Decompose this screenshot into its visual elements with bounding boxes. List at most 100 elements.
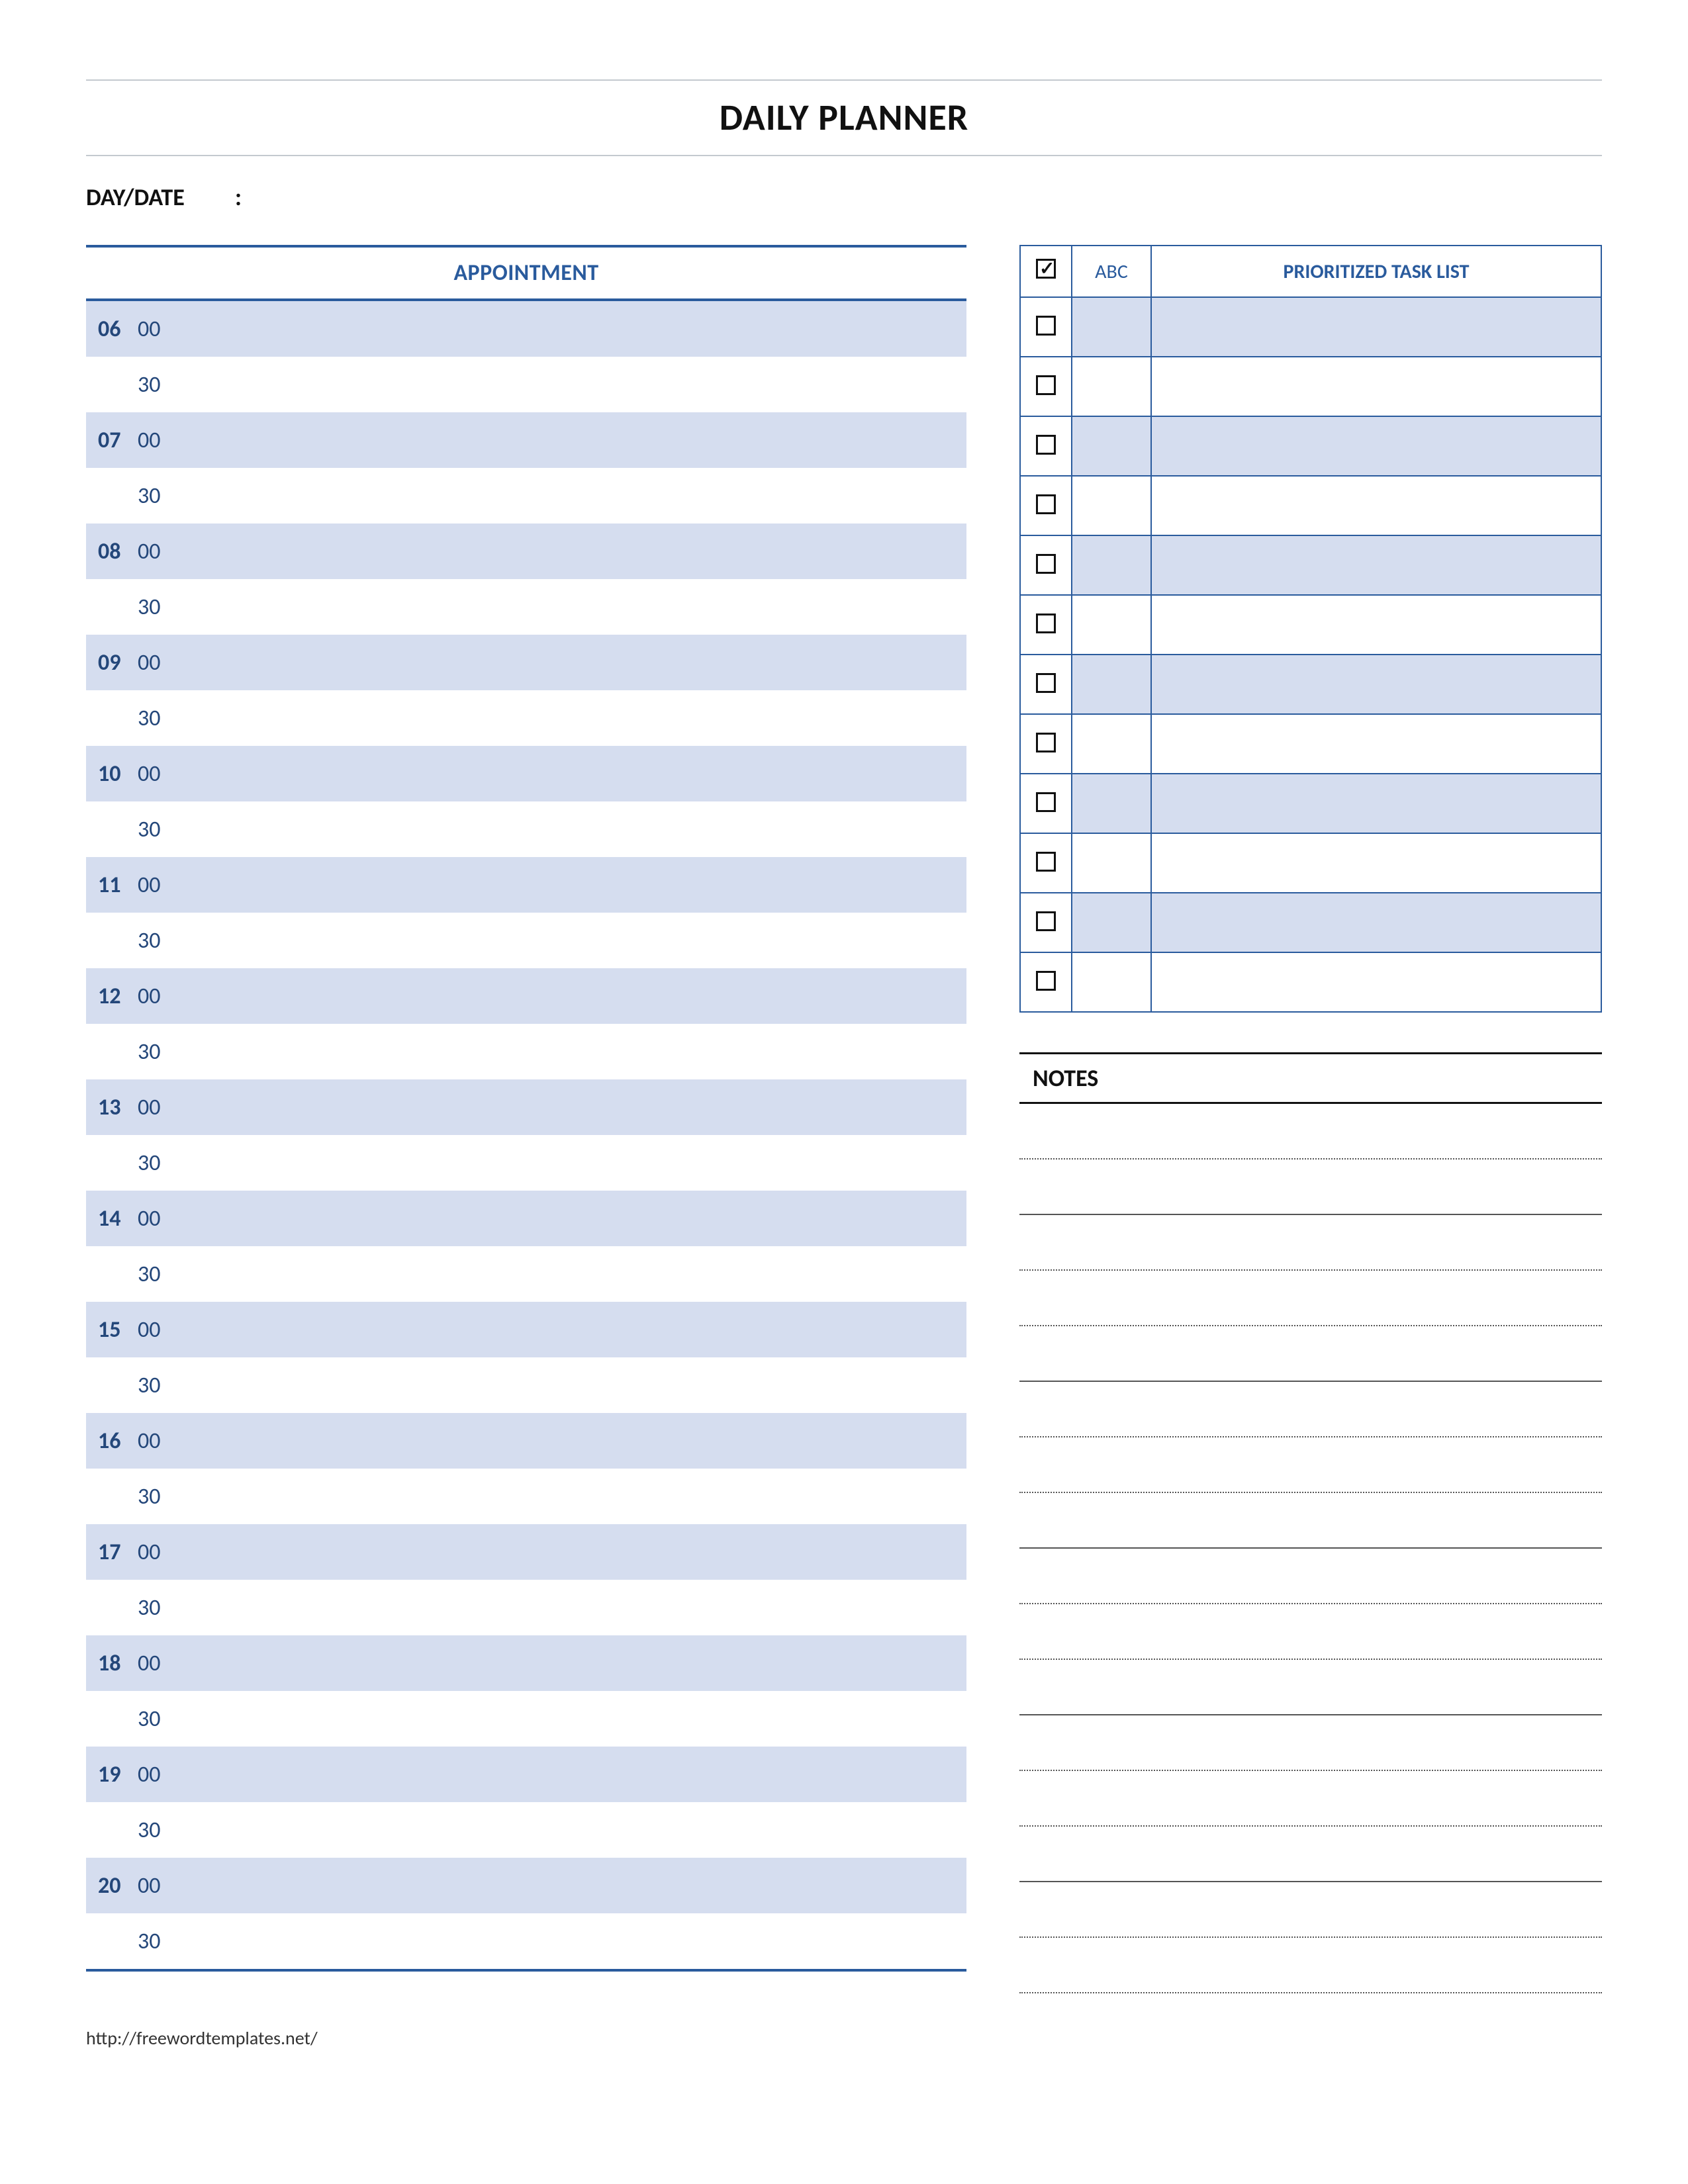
task-abc-cell[interactable]	[1072, 714, 1151, 774]
checkbox-icon[interactable]	[1036, 792, 1056, 812]
appointment-row[interactable]: 30	[86, 1246, 966, 1302]
appointment-row[interactable]: 30	[86, 1580, 966, 1635]
task-abc-cell[interactable]	[1072, 535, 1151, 595]
task-text-cell[interactable]	[1151, 952, 1601, 1012]
note-line[interactable]	[1019, 1660, 1602, 1715]
task-abc-cell[interactable]	[1072, 476, 1151, 535]
appointment-row[interactable]: 30	[86, 357, 966, 412]
checkbox-icon[interactable]	[1036, 375, 1056, 395]
task-check-cell[interactable]	[1020, 476, 1072, 535]
task-check-cell[interactable]	[1020, 595, 1072, 655]
checkbox-icon[interactable]	[1036, 673, 1056, 693]
appointment-row[interactable]: 0600	[86, 301, 966, 357]
appointment-row[interactable]: 1100	[86, 857, 966, 913]
appointment-row[interactable]: 1900	[86, 1747, 966, 1802]
task-check-cell[interactable]	[1020, 833, 1072, 893]
task-text-cell[interactable]	[1151, 476, 1601, 535]
appointment-row[interactable]: 30	[86, 579, 966, 635]
task-check-cell[interactable]	[1020, 952, 1072, 1012]
task-check-cell[interactable]	[1020, 893, 1072, 952]
appointment-row[interactable]: 1200	[86, 968, 966, 1024]
task-abc-cell[interactable]	[1072, 357, 1151, 416]
task-text-cell[interactable]	[1151, 714, 1601, 774]
appointment-row[interactable]: 30	[86, 1024, 966, 1079]
note-line[interactable]	[1019, 1271, 1602, 1326]
task-check-cell[interactable]	[1020, 655, 1072, 714]
checkbox-icon[interactable]	[1036, 316, 1056, 336]
task-check-cell[interactable]	[1020, 416, 1072, 476]
appointment-min: 30	[138, 1594, 191, 1621]
task-abc-cell[interactable]	[1072, 416, 1151, 476]
appointment-hour: 09	[86, 649, 138, 676]
task-text-cell[interactable]	[1151, 893, 1601, 952]
appointment-hour: 14	[86, 1205, 138, 1232]
task-abc-cell[interactable]	[1072, 297, 1151, 357]
checkbox-icon[interactable]	[1036, 852, 1056, 872]
note-line[interactable]	[1019, 1215, 1602, 1271]
appointment-row[interactable]: 30	[86, 801, 966, 857]
note-line[interactable]	[1019, 1771, 1602, 1827]
task-check-cell[interactable]	[1020, 714, 1072, 774]
task-check-cell[interactable]	[1020, 357, 1072, 416]
task-text-cell[interactable]	[1151, 535, 1601, 595]
checkbox-icon[interactable]	[1036, 494, 1056, 514]
appointment-row[interactable]: 30	[86, 1913, 966, 1969]
appointment-row[interactable]: 30	[86, 1357, 966, 1413]
note-line[interactable]	[1019, 1938, 1602, 1993]
task-row	[1020, 535, 1601, 595]
task-abc-cell[interactable]	[1072, 774, 1151, 833]
task-abc-cell[interactable]	[1072, 595, 1151, 655]
checkbox-icon[interactable]	[1036, 614, 1056, 633]
task-check-cell[interactable]	[1020, 535, 1072, 595]
appointment-row[interactable]: 1000	[86, 746, 966, 801]
note-line[interactable]	[1019, 1382, 1602, 1437]
checkbox-icon[interactable]	[1036, 911, 1056, 931]
appointment-row[interactable]: 2000	[86, 1858, 966, 1913]
appointment-row[interactable]: 1500	[86, 1302, 966, 1357]
note-line[interactable]	[1019, 1160, 1602, 1215]
appointment-row[interactable]: 30	[86, 1691, 966, 1747]
appointment-row[interactable]: 30	[86, 690, 966, 746]
appointment-row[interactable]: 1300	[86, 1079, 966, 1135]
task-text-cell[interactable]	[1151, 595, 1601, 655]
task-abc-cell[interactable]	[1072, 893, 1151, 952]
appointment-row[interactable]: 30	[86, 1802, 966, 1858]
appointment-row[interactable]: 1800	[86, 1635, 966, 1691]
task-text-cell[interactable]	[1151, 416, 1601, 476]
checkbox-icon[interactable]	[1036, 554, 1056, 574]
note-line[interactable]	[1019, 1493, 1602, 1549]
task-check-cell[interactable]	[1020, 774, 1072, 833]
note-line[interactable]	[1019, 1827, 1602, 1882]
appointment-row[interactable]: 30	[86, 913, 966, 968]
task-text-cell[interactable]	[1151, 774, 1601, 833]
appointment-header: APPOINTMENT	[86, 245, 966, 301]
checkbox-icon[interactable]	[1036, 971, 1056, 991]
task-abc-cell[interactable]	[1072, 952, 1151, 1012]
note-line[interactable]	[1019, 1437, 1602, 1493]
note-line[interactable]	[1019, 1882, 1602, 1938]
task-text-cell[interactable]	[1151, 357, 1601, 416]
task-abc-cell[interactable]	[1072, 655, 1151, 714]
task-text-cell[interactable]	[1151, 297, 1601, 357]
note-line[interactable]	[1019, 1715, 1602, 1771]
appointment-row[interactable]: 30	[86, 1469, 966, 1524]
task-abc-cell[interactable]	[1072, 833, 1151, 893]
appointment-row[interactable]: 1400	[86, 1191, 966, 1246]
checkbox-icon[interactable]	[1036, 733, 1056, 752]
appointment-row[interactable]: 1700	[86, 1524, 966, 1580]
appointment-row[interactable]: 1600	[86, 1413, 966, 1469]
note-line[interactable]	[1019, 1604, 1602, 1660]
note-line[interactable]	[1019, 1104, 1602, 1160]
appointment-row[interactable]: 0900	[86, 635, 966, 690]
appointment-row[interactable]: 30	[86, 1135, 966, 1191]
task-check-cell[interactable]	[1020, 297, 1072, 357]
appointment-row[interactable]: 30	[86, 468, 966, 523]
appointment-row[interactable]: 0700	[86, 412, 966, 468]
appointment-row[interactable]: 0800	[86, 523, 966, 579]
note-line[interactable]	[1019, 1549, 1602, 1604]
task-row	[1020, 595, 1601, 655]
task-text-cell[interactable]	[1151, 655, 1601, 714]
note-line[interactable]	[1019, 1326, 1602, 1382]
checkbox-icon[interactable]	[1036, 435, 1056, 455]
task-text-cell[interactable]	[1151, 833, 1601, 893]
